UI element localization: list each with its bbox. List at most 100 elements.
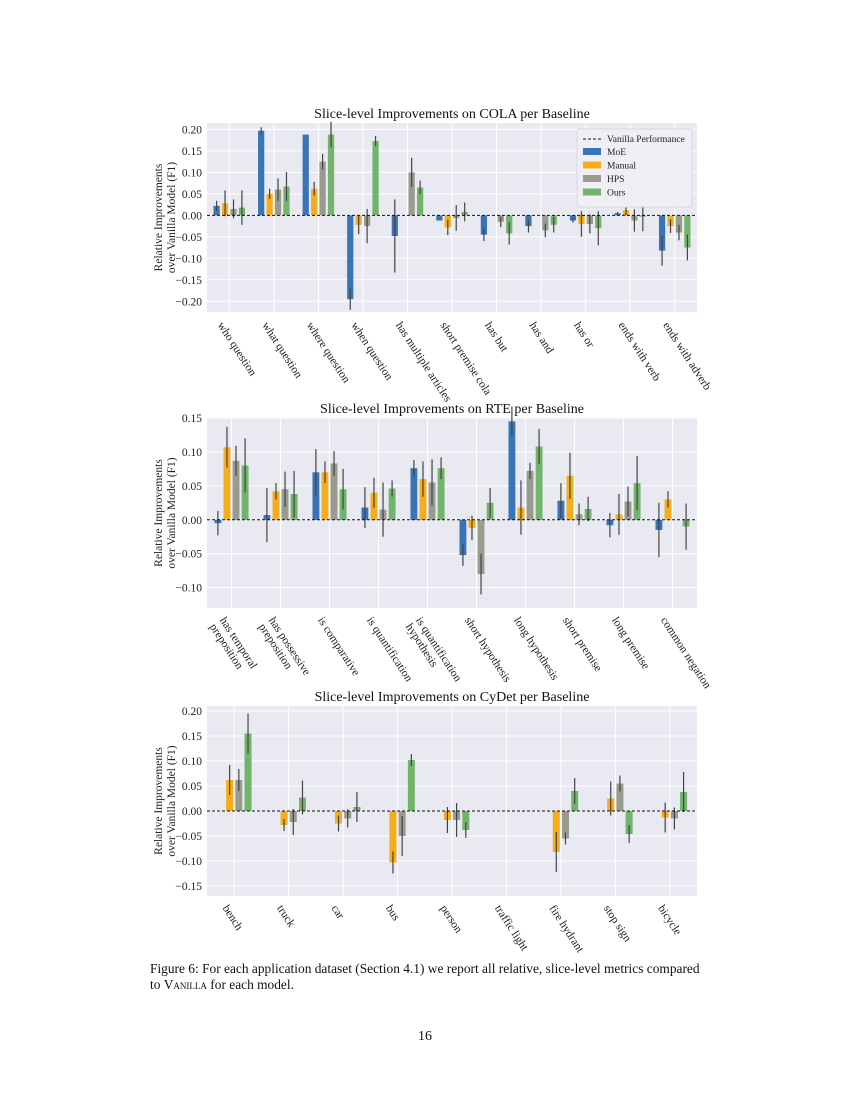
x-tick-label-line: common negation (658, 615, 713, 691)
x-tick-label-line: short hypothesis (462, 615, 513, 685)
legend-swatch-manual (583, 161, 601, 169)
x-tick-label: what question (259, 320, 304, 381)
y-tick-label: 0.20 (182, 124, 202, 136)
y-tick-label: 0.05 (182, 481, 202, 493)
bar-moe (258, 130, 265, 216)
legend-label-manual: Manual (607, 162, 636, 172)
x-tick-label: who question (215, 320, 259, 378)
caption-vanilla: Vanilla (163, 977, 207, 992)
bar-moe (658, 215, 666, 251)
chart-rte: 0.15 0.10 0.05 0.00 −0.05 −0.10 has temporalpr… (140, 398, 713, 691)
bar-hps (232, 460, 240, 520)
x-tick-label-line: person (437, 903, 464, 935)
bar-ours (388, 488, 396, 520)
x-tick-label-line: where question (304, 320, 352, 385)
chart-title: Slice-level Improvements on RTE per Base… (320, 402, 584, 417)
chart-cola: 0.20 0.15 0.10 0.05 0.00 −0.05 −0.10 −0.15 −0.20… (140, 100, 713, 405)
y-tick-label: 0.15 (182, 413, 202, 425)
x-tick-label: common negation (658, 615, 713, 691)
x-tick-label: is quantificationhypothesis (403, 615, 464, 691)
bar-ours (244, 733, 252, 811)
bar-manual (272, 491, 280, 520)
y-axis-label-line1: Relative Improvements (153, 163, 165, 271)
x-tick-label: long hypothesis (511, 615, 561, 683)
y-tick-label: 0.00 (182, 210, 202, 222)
cola-chart-svg: 0.20 0.15 0.10 0.05 0.00 −0.05 −0.10 −0.15 −0.20… (153, 107, 713, 405)
y-tick-label: 0.10 (182, 447, 202, 459)
x-tick-label-line: long premise (609, 615, 652, 672)
x-tick-label: where question (304, 320, 352, 385)
y-tick-label: 0.10 (182, 756, 202, 768)
bar-manual (389, 811, 397, 863)
x-tick-label-line: ends with adverb (660, 320, 713, 393)
legend-baseline-label: Vanilla Performance (607, 134, 685, 145)
bar-hps (274, 189, 282, 216)
y-tick-label: 0.00 (182, 515, 202, 527)
x-tick-label: short premise (560, 615, 604, 674)
bar-moe (480, 215, 488, 235)
bar-ours (535, 446, 543, 520)
y-tick-label: −0.05 (175, 232, 202, 244)
bar-moe (436, 215, 443, 221)
x-tick-label: is comparative (315, 615, 362, 678)
figure-caption: Figure 6: For each application dataset (… (150, 961, 710, 993)
legend-swatch-ours (583, 188, 601, 196)
bar-ours (372, 141, 379, 216)
x-tick-label: person (437, 903, 464, 935)
chart-title: Slice-level Improvements on CyDet per Ba… (315, 690, 590, 705)
y-tick-label: −0.10 (175, 253, 202, 265)
bar-manual (552, 811, 560, 852)
bar-hps (330, 463, 338, 520)
bar-hps (561, 811, 569, 839)
x-tick-label: short hypothesis (462, 615, 513, 685)
bar-moe (508, 421, 516, 520)
bar-manual (226, 780, 234, 811)
bar-ours (407, 760, 415, 811)
x-tick-label-line: truck (274, 903, 297, 930)
legend-swatch-moe (583, 148, 601, 155)
x-tick-label-line: what question (259, 320, 304, 381)
bar-hps (526, 470, 534, 520)
y-tick-label: 0.05 (182, 781, 202, 793)
y-tick-label: 0.20 (182, 706, 202, 718)
bar-manual (311, 188, 318, 216)
x-tick-label-line: car (329, 903, 347, 921)
y-tick-label: 0.15 (182, 731, 202, 743)
bar-moe (459, 519, 467, 556)
bar-moe (347, 215, 354, 300)
y-axis-label-line2: over Vanilla Model (F1) (166, 745, 178, 856)
x-tick-label: fire hydrant (546, 903, 586, 955)
y-tick-label: −0.20 (175, 296, 202, 308)
legend-label-ours: Ours (607, 189, 626, 199)
bar-hps (675, 215, 683, 233)
x-tick-label: bench (220, 903, 245, 933)
caption-text-start: Figure 6: For each application dataset (… (150, 961, 700, 992)
bar-ours (684, 215, 691, 248)
bar-manual (280, 811, 288, 825)
y-axis-label-line2: over Vanilla Model (F1) (166, 457, 178, 568)
y-axis-label-line2: over Vanilla Model (F1) (166, 162, 178, 273)
legend-box (576, 128, 693, 208)
x-tick-label-line: stop sign (601, 903, 634, 944)
legend-swatch-hps (583, 175, 601, 182)
x-tick-label-line: when question (348, 320, 395, 383)
bar-hps (319, 161, 326, 216)
y-tick-label: 0.15 (182, 146, 202, 158)
bar-ours (327, 134, 335, 216)
x-tick-label: truck (274, 903, 297, 930)
x-tick-label-line: who question (215, 320, 259, 378)
cydet-chart-svg: 0.20 0.15 0.10 0.05 0.00 −0.05 −0.10 −0.15 bench… (153, 690, 697, 956)
rte-chart-svg: 0.15 0.10 0.05 0.00 −0.05 −0.10 has temporalpr… (153, 402, 713, 691)
x-tick-label: has and (527, 320, 556, 356)
x-tick-label: has possessivepreposition (256, 615, 312, 684)
x-tick-label: long premise (609, 615, 652, 672)
bar-moe (569, 215, 577, 221)
bar-ours (437, 468, 445, 520)
y-tick-label: −0.05 (175, 831, 202, 843)
x-tick-label: car (329, 903, 347, 921)
page-number: 16 (418, 1029, 432, 1044)
x-tick-label: has but (482, 320, 510, 355)
x-tick-label-line: traffic light (492, 903, 531, 954)
chart-cydet: 0.20 0.15 0.10 0.05 0.00 −0.05 −0.10 −0.15 bench… (140, 686, 710, 956)
x-tick-label-line: bus (383, 903, 402, 923)
